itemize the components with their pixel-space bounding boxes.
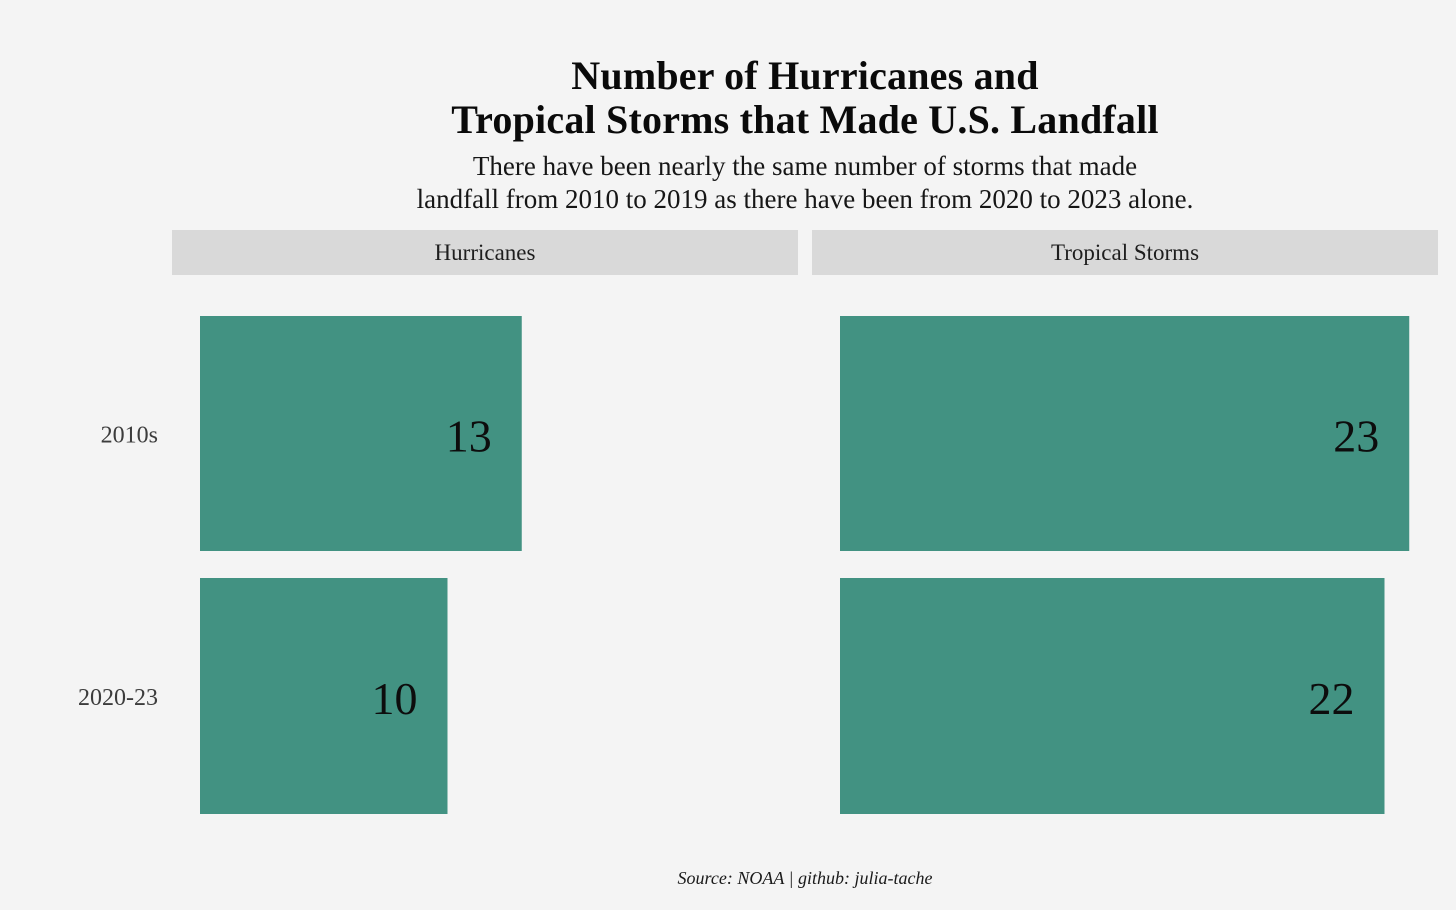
- y-axis-label-2010s: 2010s: [101, 423, 158, 449]
- value-label-tropical-storms-2010s: 23: [1333, 411, 1379, 462]
- bar-hurricanes-2010s: [200, 316, 522, 551]
- chart-title-line-2: Tropical Storms that Made U.S. Landfall: [451, 97, 1159, 142]
- y-axis-label-2020-23: 2020-23: [78, 685, 158, 711]
- chart-subtitle-line-1: There have been nearly the same number o…: [472, 151, 1138, 181]
- facet-strip-hurricanes: Hurricanes: [172, 230, 798, 275]
- bar-tropical-storms-2010s: [840, 316, 1410, 551]
- chart-subtitle-line-2: landfall from 2010 to 2019 as there have…: [416, 184, 1194, 214]
- bar-tropical-storms-2020-23: [840, 578, 1385, 814]
- chart-source-caption: Source: NOAA | github: julia-tache: [677, 868, 933, 888]
- chart-title-line-1: Number of Hurricanes and: [571, 53, 1039, 98]
- bar-hurricanes-2020-23: [200, 578, 448, 814]
- value-label-hurricanes-2020-23: 10: [372, 673, 418, 724]
- value-label-hurricanes-2010s: 13: [446, 411, 492, 462]
- facet-strip-tropical-storms: Tropical Storms: [812, 230, 1438, 275]
- value-label-tropical-storms-2020-23: 22: [1309, 673, 1355, 724]
